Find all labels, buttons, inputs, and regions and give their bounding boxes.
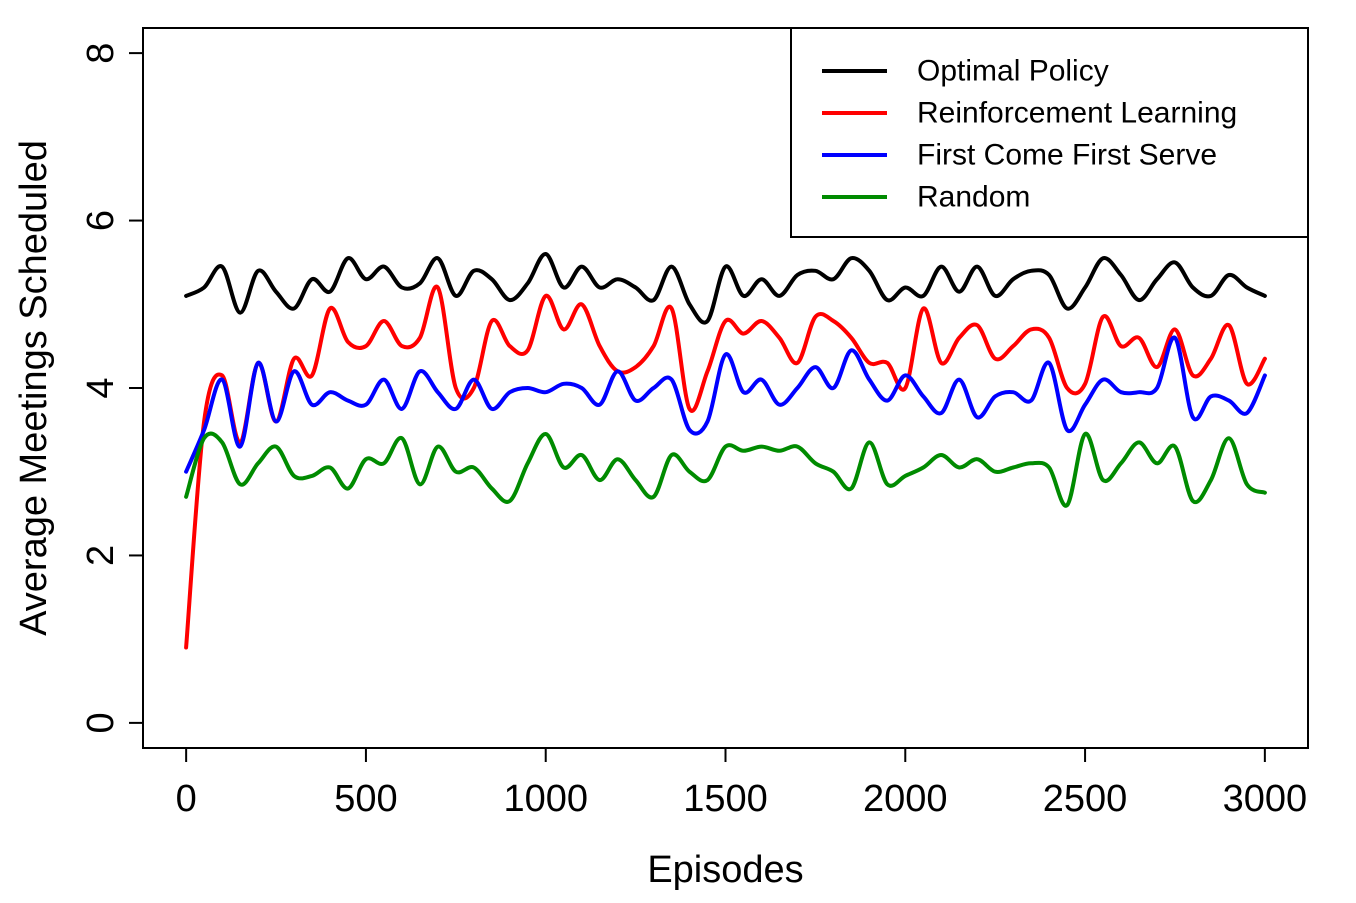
- legend-label-optimal-policy: Optimal Policy: [917, 55, 1109, 88]
- series-line-first-come-first-serve: [184, 335, 1267, 474]
- y-tick-label: 6: [80, 210, 122, 231]
- series-line-optimal-policy: [184, 252, 1267, 325]
- y-tick-label: 8: [80, 43, 122, 64]
- legend-box: [790, 27, 1309, 238]
- series-line-random: [184, 431, 1267, 508]
- series-layer: [184, 252, 1267, 650]
- x-tick-label: 500: [334, 778, 397, 820]
- legend-label-random: Random: [917, 181, 1030, 214]
- x-tick-label: 0: [176, 778, 197, 820]
- y-axis: 0 2 4 6 8: [80, 43, 144, 733]
- x-tick-label: 1000: [503, 778, 588, 820]
- series-line-reinforcement-learning: [184, 284, 1267, 650]
- y-tick-label: 2: [80, 545, 122, 566]
- x-tick-label: 2500: [1043, 778, 1128, 820]
- legend-label-first-come-first-serve: First Come First Serve: [917, 139, 1217, 172]
- x-tick-label: 3000: [1223, 778, 1308, 820]
- x-tick-label: 1500: [683, 778, 768, 820]
- y-tick-label: 0: [80, 712, 122, 733]
- legend-label-reinforcement-learning: Reinforcement Learning: [917, 97, 1237, 130]
- x-tick-label: 2000: [863, 778, 948, 820]
- y-axis-title: Average Meetings Scheduled: [13, 140, 55, 636]
- x-axis-title: Episodes: [647, 849, 803, 891]
- y-tick-label: 4: [80, 377, 122, 398]
- x-axis: 0 500 1000 1500 2000 2500 3000: [176, 747, 1308, 820]
- legend: Optimal Policy Reinforcement Learning Firs…: [790, 27, 1309, 238]
